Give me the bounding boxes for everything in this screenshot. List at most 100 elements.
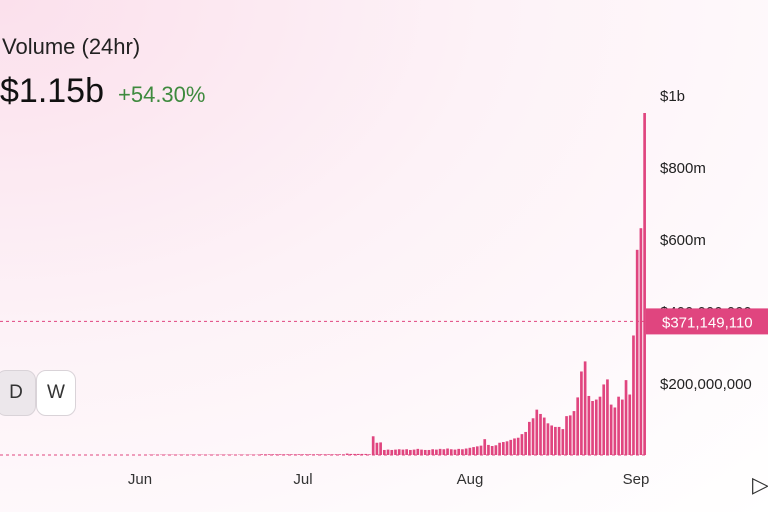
chart-bar [505, 441, 509, 455]
chart-bar [260, 454, 263, 455]
chart-bar [576, 397, 580, 455]
chart-bar [304, 454, 308, 455]
y-tick-label: $1b [660, 88, 685, 105]
chart-bar [353, 453, 356, 455]
chart-bar [580, 371, 583, 455]
chart-bar [360, 453, 364, 455]
chart-bar [405, 449, 408, 455]
chart-bar [494, 445, 498, 455]
chart-bar [264, 454, 267, 455]
chart-bar [620, 399, 624, 455]
y-tick-label: $200,000,000 [660, 376, 752, 393]
chart-bar [423, 449, 427, 455]
y-tick-label: $600m [660, 232, 706, 249]
chart-bar [542, 417, 546, 455]
chart-bar [293, 454, 297, 455]
chart-bar [639, 228, 643, 455]
chart-bar [613, 407, 617, 455]
chart-bar [598, 396, 602, 455]
chart-bar [531, 418, 535, 455]
chart-bar [412, 449, 416, 455]
chart-bar [583, 361, 587, 455]
chart-bar [609, 404, 613, 455]
chart-bar [468, 447, 472, 455]
volume-value: $1.15b [0, 72, 104, 110]
chart-bar [334, 454, 338, 455]
chart-bar [308, 454, 312, 455]
chart-bar [461, 449, 464, 455]
volume-change: +54.30% [118, 82, 206, 107]
chart-bar [342, 454, 345, 455]
chart-bar [591, 401, 594, 455]
chart-bar [319, 454, 323, 455]
chart-bar [449, 449, 453, 455]
chart-bar [338, 454, 342, 455]
chart-bar [487, 444, 490, 455]
chart-bar [554, 426, 557, 455]
chart-bar [371, 436, 375, 455]
chart-bar [632, 335, 635, 455]
chart-bar [453, 449, 457, 455]
chart-bar [327, 454, 330, 455]
chart-bar [386, 449, 390, 455]
chart-bar [568, 415, 572, 455]
chart-bar [561, 429, 565, 455]
chart-bar [394, 449, 397, 455]
chart-bar [557, 426, 561, 455]
x-tick-label: Aug [457, 471, 484, 488]
chart-bar [435, 449, 438, 455]
chart-bar [513, 438, 516, 455]
chart-bar [628, 394, 632, 455]
chart-bar [409, 449, 412, 455]
chart-bar [617, 396, 620, 455]
chart-bar [479, 445, 483, 455]
chart-bar [472, 447, 475, 455]
chart-bar [546, 423, 550, 455]
chart-bar [312, 454, 316, 455]
chart-bar [345, 453, 349, 455]
chart-bar [524, 431, 527, 455]
chart-bar [624, 380, 628, 455]
chart-bar [539, 413, 542, 455]
chart-bar [635, 249, 639, 455]
chart-bar [442, 449, 446, 455]
chart-bar [368, 454, 371, 455]
chart-bar [416, 448, 420, 455]
chart-bar [427, 449, 431, 455]
chart-bar [572, 411, 576, 455]
chart-bar [498, 442, 501, 455]
chart-bar [520, 434, 524, 455]
chart-bar [457, 448, 461, 455]
chart-bar [431, 449, 435, 455]
chart-bar [501, 442, 505, 455]
chart-bar [379, 442, 382, 455]
chart-bar [364, 453, 368, 455]
chart-bar [390, 449, 394, 455]
timeframe-d-button[interactable]: D [0, 370, 36, 416]
chart-bar [278, 454, 282, 455]
chart-bar [464, 448, 468, 455]
chart-bar [446, 448, 449, 455]
x-tick-label: Jun [128, 471, 152, 488]
x-tick-label: Jul [293, 471, 312, 488]
chart-bar [594, 399, 598, 455]
chart-bar [420, 449, 423, 455]
chart-bar [356, 453, 360, 455]
chart-bar [375, 442, 379, 455]
chart-bar [323, 454, 327, 455]
timeframe-w-button[interactable]: W [36, 370, 76, 416]
chart-bar [282, 454, 286, 455]
chart-bar [643, 113, 646, 455]
chart-bar [330, 454, 334, 455]
chart-bar [297, 454, 301, 455]
chart-bar [565, 416, 568, 455]
chart-bar [490, 446, 494, 455]
chart-bar [606, 379, 609, 455]
y-tick-label: $800m [660, 160, 706, 177]
chart-bar [290, 454, 293, 455]
reference-label: $371,149,110 [662, 314, 753, 331]
play-icon[interactable]: ▷ [752, 472, 768, 497]
chart-bar [286, 454, 289, 455]
chart-bar [516, 437, 520, 455]
